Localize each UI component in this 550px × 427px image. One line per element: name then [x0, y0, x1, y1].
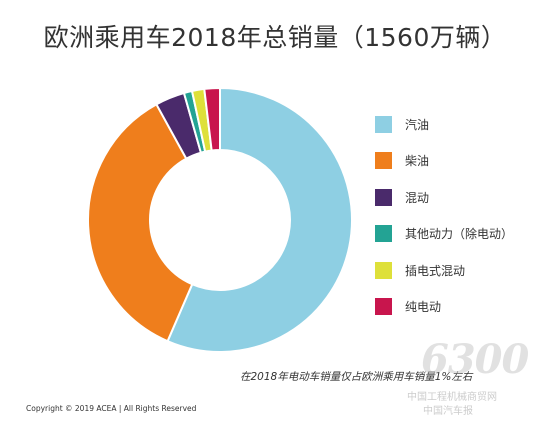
watermark: 6300 中国工程机械商贸网 中国汽车报 — [405, 318, 545, 418]
legend-label: 汽油 — [405, 117, 430, 132]
legend-item-diesel: 柴油 — [375, 152, 545, 170]
watermark-number: 6300 — [421, 336, 529, 383]
donut-slice-0 — [166, 86, 353, 353]
legend-label: 纯电动 — [405, 300, 442, 315]
legend-swatch — [375, 225, 392, 243]
legend-item-phev: 插电式混动 — [375, 261, 545, 279]
legend-swatch — [375, 152, 392, 170]
legend-swatch — [375, 298, 392, 316]
donut-slice-5 — [203, 86, 221, 152]
legend-swatch — [375, 188, 392, 206]
donut-slice-1 — [87, 102, 194, 343]
legend-item-other: 其他动力（除电动） — [375, 225, 545, 243]
legend-swatch — [375, 261, 392, 279]
legend-label: 插电式混动 — [405, 263, 466, 278]
legend-item-bev: 纯电动 — [375, 298, 545, 316]
chart-title: 欧洲乘用车2018年总销量（1560万辆） — [43, 23, 507, 52]
watermark-line2: 中国汽车报 — [423, 406, 473, 417]
legend-item-hybrid: 混动 — [375, 188, 545, 206]
legend-label: 混动 — [405, 190, 430, 205]
legend-swatch — [375, 115, 392, 133]
chart-legend: 汽油 柴油 混动 其他动力（除电动） 插电式混动 纯电动 — [375, 115, 545, 335]
legend-label: 柴油 — [405, 154, 430, 169]
copyright-text: Copyright © 2019 ACEA | All Rights Reser… — [26, 404, 197, 413]
legend-item-gasoline: 汽油 — [375, 115, 545, 133]
legend-label: 其他动力（除电动） — [405, 227, 514, 242]
watermark-line1: 中国工程机械商贸网 — [407, 392, 497, 403]
chart-annotation: 在2018年电动车销量仅占欧洲乘用车销量1%左右 — [240, 371, 473, 383]
